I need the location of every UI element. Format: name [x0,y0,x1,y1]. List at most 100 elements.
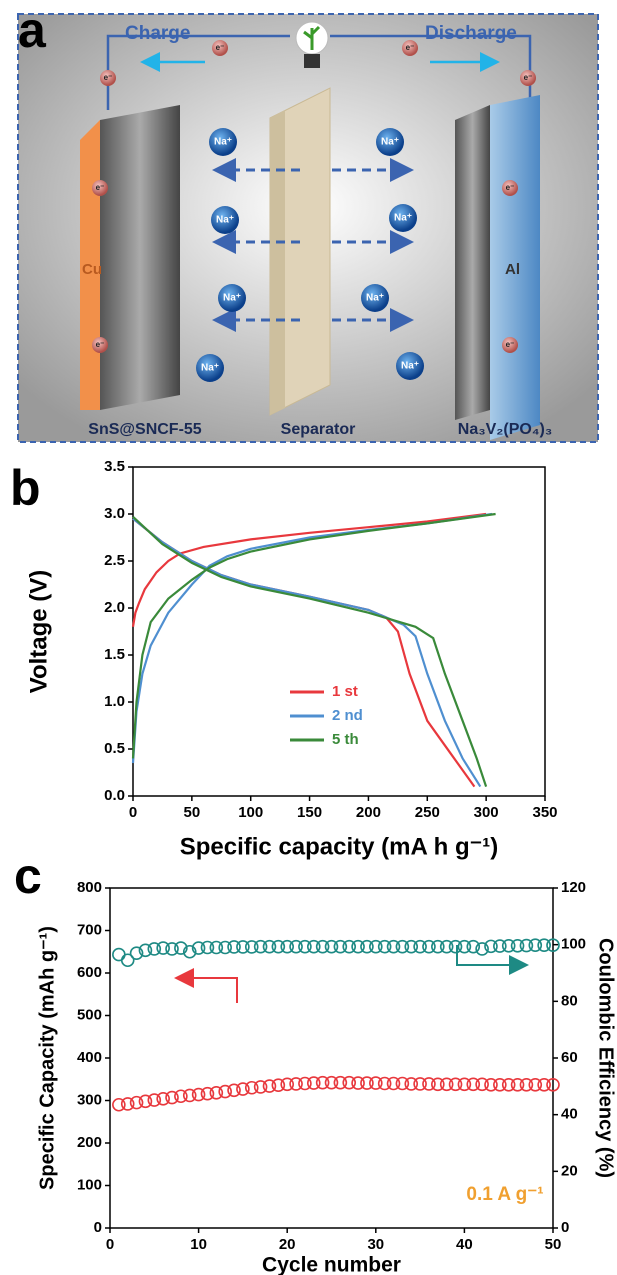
electron-label: e⁻ [506,183,515,192]
data-point [493,939,507,953]
ion-label: Na⁺ [223,293,241,304]
electron [502,180,518,196]
data-point [280,939,295,954]
y-tick-label: 800 [77,879,102,896]
y2-tick-label: 40 [561,1106,578,1123]
data-point [413,1077,427,1091]
x-tick-label: 50 [545,1236,562,1253]
x-axis-label: Specific capacity (mA h g⁻¹) [180,833,499,860]
x-tick-label: 300 [474,804,499,821]
electron-label: e⁻ [406,43,415,52]
panel-label: c [14,848,42,904]
data-line [131,512,487,788]
data-point [200,940,215,955]
x-axis-label: Cycle number [262,1254,401,1275]
data-point [439,1077,454,1092]
x-tick-label: 30 [367,1236,384,1253]
ion-label: Na⁺ [381,137,399,148]
y-tick-label: 400 [77,1049,102,1066]
electron [92,337,108,353]
x-tick-label: 50 [184,804,201,821]
y-tick-label: 1.0 [104,693,125,710]
y-tick-label: 0.0 [104,787,125,804]
ion-label: Na⁺ [366,293,384,304]
ion-label: Na⁺ [394,213,412,224]
y-tick-label: 500 [77,1006,102,1023]
data-point [448,1077,463,1092]
data-point [306,1076,321,1090]
ion-arrows [212,158,414,332]
data-line [131,512,496,787]
data-point [546,1077,560,1092]
charge-label: Charge [125,23,190,44]
y-tick-label: 0 [94,1219,102,1236]
x-tick-label: 0 [129,804,137,821]
data-point [528,938,543,953]
discharge-label: Discharge [425,23,517,44]
legend-label: 2 nd [332,707,363,724]
data-point [342,939,357,954]
data-point [236,940,250,954]
y-tick-label: 2.0 [104,599,125,616]
y-tick-label: 0.5 [104,740,125,757]
y-tick-label: 3.0 [104,505,125,522]
legend-label: 5 th [332,731,359,748]
data-point [324,1075,339,1090]
electron [502,337,518,353]
data-point [120,953,135,968]
data-point [351,1076,365,1090]
data-point [298,939,312,954]
data-point [280,1077,295,1092]
data-point [227,940,241,954]
anode-label: SnS@SNCF-55 [88,421,202,438]
anode [100,105,180,410]
data-point [182,1088,197,1103]
y-tick-label: 700 [77,921,102,938]
data-point [298,1076,312,1091]
data-point [466,939,481,954]
ion [196,354,224,382]
data-point [501,938,516,953]
y-tick-label: 1.5 [104,646,125,663]
data-point [156,1092,170,1106]
ion [376,128,404,156]
y-tick-label: 600 [77,964,102,981]
collector-label: Al [505,261,520,278]
data-point [262,939,277,954]
y-tick-label: 100 [77,1176,102,1193]
data-point [386,939,401,954]
data-point [519,938,534,953]
data-point [315,939,330,954]
electron [100,70,116,86]
data-point [174,1089,188,1104]
y2-tick-label: 20 [561,1162,578,1179]
ion-label: Na⁺ [401,361,419,372]
electron-label: e⁻ [104,73,113,82]
data-point [510,1077,525,1092]
ion [209,128,237,156]
data-point [395,1076,410,1091]
data-point [377,1076,392,1091]
y2-tick-label: 60 [561,1049,578,1066]
data-point [236,1082,250,1096]
data-point [262,1079,277,1093]
data-point [253,1080,268,1094]
x-tick-label: 350 [532,804,557,821]
data-point [165,1090,179,1105]
data-point [147,1093,162,1107]
data-point [129,1095,144,1110]
x-tick-label: 10 [190,1236,207,1253]
data-point [475,1077,489,1092]
data-point [537,1077,551,1092]
data-point [475,942,489,956]
data-point [342,1075,357,1090]
data-point [448,939,463,954]
electron [520,70,536,86]
data-point [351,939,365,954]
data-point [457,1077,472,1092]
x-tick-label: 40 [456,1236,473,1253]
data-point [493,1077,507,1092]
panel-label: a [18,2,47,58]
electron [92,180,108,196]
